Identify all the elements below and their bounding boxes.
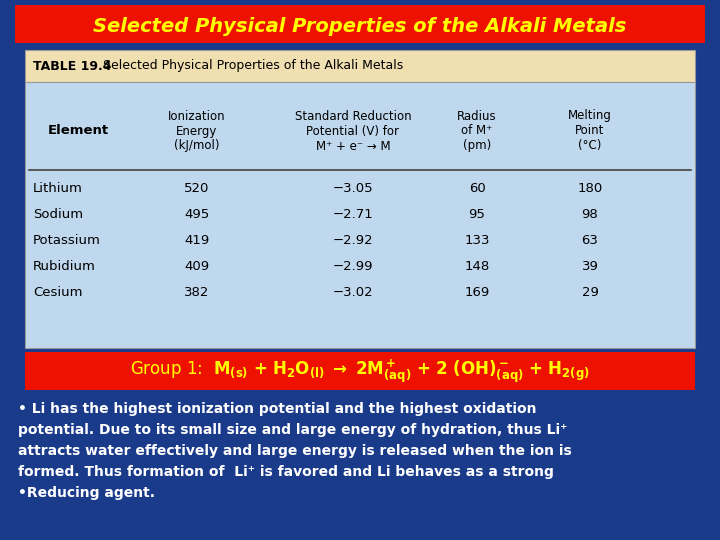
FancyBboxPatch shape [25,82,695,348]
Text: Element: Element [48,125,109,138]
Text: • Li has the highest ionization potential and the highest oxidation: • Li has the highest ionization potentia… [18,402,536,416]
Text: Melting
Point
(°C): Melting Point (°C) [568,110,612,152]
Text: 180: 180 [577,183,603,195]
Text: 169: 169 [464,287,490,300]
Text: Group 1:  $\mathbf{M_{(s)}}$ $\mathbf{+}$ $\mathbf{H_2O_{(l)}}$ $\mathbf{\righta: Group 1: $\mathbf{M_{(s)}}$ $\mathbf{+}$… [130,357,590,384]
Text: 63: 63 [582,234,598,247]
Text: 29: 29 [582,287,598,300]
Text: Radius
of M⁺
(pm): Radius of M⁺ (pm) [457,110,497,152]
Text: TABLE 19.4: TABLE 19.4 [33,59,112,72]
Text: Selected Physical Properties of the Alkali Metals: Selected Physical Properties of the Alka… [94,17,626,36]
FancyBboxPatch shape [25,352,695,390]
Text: −3.05: −3.05 [333,183,373,195]
Text: 39: 39 [582,260,598,273]
Text: −2.92: −2.92 [333,234,373,247]
Text: 133: 133 [464,234,490,247]
Text: attracts water effectively and large energy is released when the ion is: attracts water effectively and large ene… [18,444,572,458]
FancyBboxPatch shape [15,5,705,43]
Text: −2.71: −2.71 [333,208,374,221]
Text: potential. Due to its small size and large energy of hydration, thus Li⁺: potential. Due to its small size and lar… [18,423,567,437]
Text: −2.99: −2.99 [333,260,373,273]
Text: 60: 60 [469,183,485,195]
Text: Standard Reduction
Potential (V) for
M⁺ + e⁻ → M: Standard Reduction Potential (V) for M⁺ … [294,110,411,152]
Text: 95: 95 [469,208,485,221]
Text: 520: 520 [184,183,210,195]
FancyBboxPatch shape [25,50,695,82]
Text: −3.02: −3.02 [333,287,373,300]
Text: 495: 495 [184,208,210,221]
Text: 419: 419 [184,234,210,247]
Text: Potassium: Potassium [33,234,101,247]
Text: Selected Physical Properties of the Alkali Metals: Selected Physical Properties of the Alka… [91,59,403,72]
Text: Cesium: Cesium [33,287,83,300]
Text: •Reducing agent.: •Reducing agent. [18,486,155,500]
Text: formed. Thus formation of  Li⁺ is favored and Li behaves as a strong: formed. Thus formation of Li⁺ is favored… [18,465,554,479]
Text: 98: 98 [582,208,598,221]
Text: 409: 409 [184,260,210,273]
Text: Lithium: Lithium [33,183,83,195]
Text: Sodium: Sodium [33,208,83,221]
Text: 382: 382 [184,287,210,300]
Text: Ionization
Energy
(kJ/mol): Ionization Energy (kJ/mol) [168,110,226,152]
Text: Rubidium: Rubidium [33,260,96,273]
Text: 148: 148 [464,260,490,273]
